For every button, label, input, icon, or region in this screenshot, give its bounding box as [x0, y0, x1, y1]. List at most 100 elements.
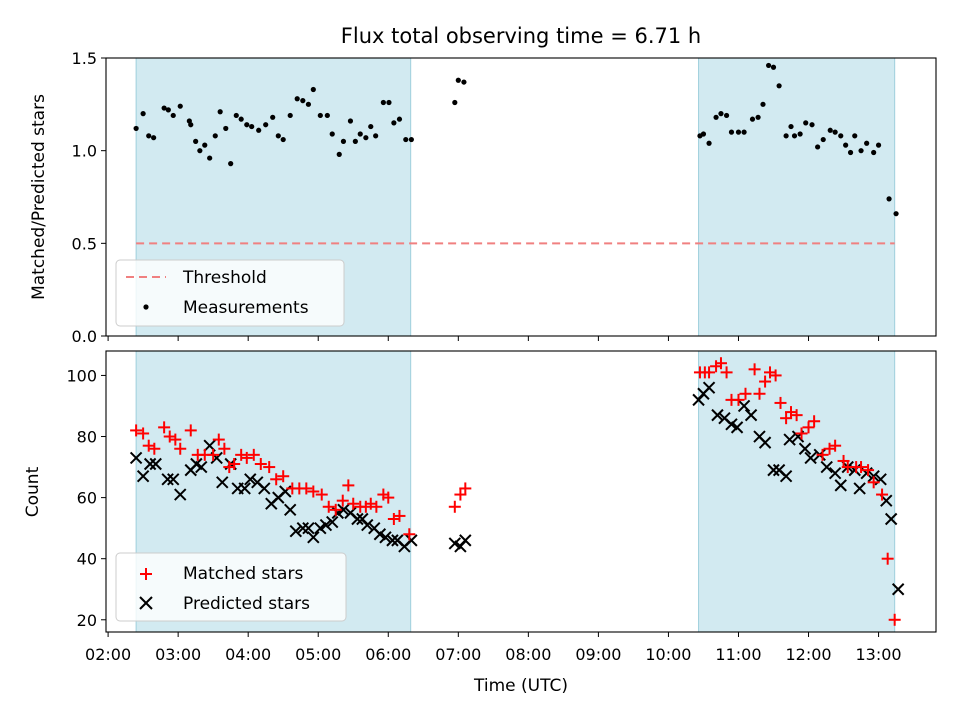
matched-star-point	[837, 454, 850, 467]
matched-star-point	[270, 473, 283, 486]
matched-star-point	[240, 451, 253, 464]
predicted-star-point	[319, 518, 333, 532]
measurement-point	[347, 118, 354, 124]
matched-star-point	[867, 476, 880, 489]
matched-star-point	[739, 387, 752, 400]
legend-threshold-label: Threshold	[182, 268, 267, 288]
measurement-point	[788, 123, 794, 130]
bottom-plot-frame	[105, 350, 937, 633]
predicted-star-point	[244, 473, 257, 486]
predicted-star-point	[307, 531, 320, 544]
matched-star-point	[448, 500, 461, 513]
matched-star-point	[720, 366, 733, 379]
measurement-point	[875, 142, 882, 148]
measurement-point	[140, 111, 146, 117]
matched-star-point	[714, 357, 727, 370]
predicted-star-point	[337, 503, 350, 517]
measurement-point	[244, 122, 250, 128]
matched-star-point	[459, 482, 472, 495]
measurement-point	[256, 127, 262, 133]
measurement-point	[363, 135, 369, 141]
matched-star-point	[277, 470, 290, 483]
measurement-point	[776, 83, 782, 89]
measurement-point	[146, 133, 152, 139]
measurement-point	[452, 99, 458, 106]
measurement-point	[838, 133, 844, 139]
matched-star-point	[780, 412, 793, 425]
predicted-star-point	[758, 436, 772, 449]
y-tick-label: 80	[77, 428, 97, 447]
matched-star-point	[403, 528, 416, 541]
x-tick-label: 02:00	[85, 645, 131, 664]
bottom-legend: Matched stars Predicted stars	[115, 552, 347, 622]
matched-star-point	[300, 482, 313, 495]
matched-star-point	[130, 424, 143, 437]
measurement-point	[300, 98, 306, 104]
measurement-point	[233, 112, 239, 119]
matched-star-point	[148, 442, 161, 455]
measurement-point	[352, 138, 358, 144]
measurement-point	[723, 112, 730, 119]
measurement-point	[329, 131, 335, 137]
matched-star-point	[307, 485, 320, 498]
x-tick-label: 08:00	[505, 645, 551, 664]
predicted-star-point	[284, 503, 297, 517]
bottom-x-axis: 02:00 03:00 04:00 05:00 06:00 07:00 08:00 09:00…	[85, 632, 902, 664]
predicted-star-point	[853, 482, 866, 495]
y-tick-label: 0.5	[72, 234, 97, 253]
measurement-point	[170, 112, 176, 119]
predicted-star-point	[730, 421, 744, 434]
x-tick-label: 07:00	[435, 645, 481, 664]
matched-star-point	[888, 613, 901, 626]
predicted-star-point	[167, 473, 180, 486]
predicted-star-point	[834, 479, 847, 492]
measurement-point	[177, 103, 183, 109]
matched-star-point	[393, 509, 406, 522]
matched-star-point	[342, 479, 355, 492]
measurement-point	[852, 133, 858, 139]
measurement-point	[223, 125, 229, 132]
matched-star-point	[329, 503, 342, 516]
measurement-point	[755, 114, 761, 120]
x-tick-label: 11:00	[715, 645, 761, 664]
measurement-point	[765, 62, 772, 69]
measurement-point	[797, 131, 803, 137]
matched-star-point	[158, 421, 171, 434]
measurement-point	[161, 105, 167, 111]
y-tick-label: 40	[77, 550, 97, 569]
measurement-point	[735, 129, 742, 135]
measurement-point	[827, 127, 833, 133]
predicted-star-point	[326, 515, 339, 529]
x-tick-label: 05:00	[295, 645, 341, 664]
predicted-star-point	[195, 460, 208, 474]
predicted-star-point	[149, 457, 162, 471]
matched-star-point	[816, 448, 829, 461]
matched-star-point	[370, 500, 383, 513]
measurement-point	[749, 116, 756, 122]
matched-star-point	[703, 366, 716, 379]
x-tick-label: 04:00	[225, 645, 271, 664]
predicted-star-point	[891, 583, 905, 596]
x-axis-label: Time (UTC)	[473, 676, 568, 696]
predicted-star-point	[238, 482, 251, 495]
count-points	[129, 357, 905, 626]
measurement-point	[783, 133, 789, 139]
count-panel: 20 40 60 80 100 02:00 03:00 04:00 05:00 06:00 07:…	[23, 350, 937, 696]
measurement-point	[324, 112, 330, 119]
matched-star-point	[228, 458, 241, 471]
y-tick-label: 100	[66, 366, 97, 385]
legend-matched-swatch	[140, 568, 152, 580]
measurement-points	[133, 62, 899, 217]
measurement-point	[202, 142, 208, 148]
y-tick-label: 0.0	[72, 327, 97, 346]
matched-star-point	[790, 409, 803, 422]
measurement-point	[770, 64, 777, 70]
measurement-point	[864, 140, 870, 146]
measurement-point	[791, 133, 798, 139]
predicted-star-point	[405, 534, 418, 547]
measurement-point	[373, 133, 379, 139]
predicted-star-point	[289, 524, 303, 538]
top-x-axis	[107, 336, 880, 341]
observing-window-2	[698, 57, 896, 337]
matched-star-point	[829, 439, 842, 452]
